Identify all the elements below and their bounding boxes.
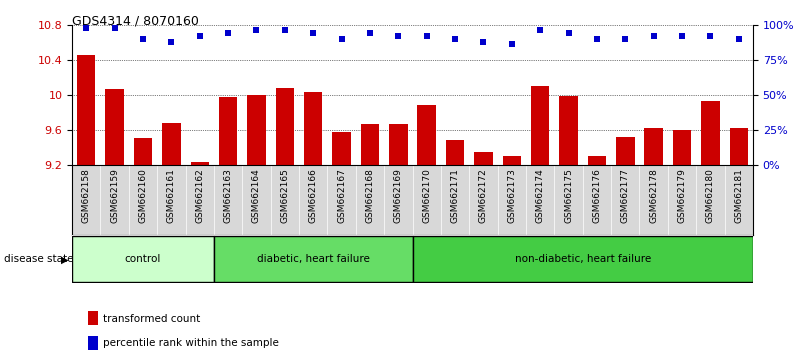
Bar <box>191 162 209 165</box>
Bar <box>413 236 753 282</box>
Text: GSM662181: GSM662181 <box>735 168 743 223</box>
Text: transformed count: transformed count <box>103 314 199 324</box>
Text: GSM662162: GSM662162 <box>195 168 204 223</box>
Text: GSM662166: GSM662166 <box>308 168 318 223</box>
Text: disease state: disease state <box>4 254 74 264</box>
Text: GSM662171: GSM662171 <box>451 168 460 223</box>
Text: GSM662180: GSM662180 <box>706 168 714 223</box>
Text: GSM662159: GSM662159 <box>111 168 119 223</box>
Bar <box>214 236 413 282</box>
Text: percentile rank within the sample: percentile rank within the sample <box>103 338 279 348</box>
Text: diabetic, heart failure: diabetic, heart failure <box>257 254 370 264</box>
Bar <box>673 130 691 165</box>
Text: GSM662178: GSM662178 <box>649 168 658 223</box>
Bar <box>701 101 719 165</box>
Bar <box>276 88 294 165</box>
Bar <box>77 55 95 165</box>
Bar <box>360 124 379 165</box>
Bar <box>730 128 748 165</box>
Bar <box>417 105 436 165</box>
Text: GSM662163: GSM662163 <box>223 168 232 223</box>
Text: GSM662167: GSM662167 <box>337 168 346 223</box>
Text: GSM662172: GSM662172 <box>479 168 488 223</box>
Bar <box>162 123 180 165</box>
Bar <box>106 88 124 165</box>
Bar <box>645 128 663 165</box>
Bar <box>304 92 323 165</box>
Text: non-diabetic, heart failure: non-diabetic, heart failure <box>514 254 651 264</box>
Bar <box>474 152 493 165</box>
Bar <box>559 96 578 165</box>
Text: GSM662165: GSM662165 <box>280 168 289 223</box>
Bar <box>389 124 408 165</box>
Bar <box>502 156 521 165</box>
Text: GSM662169: GSM662169 <box>394 168 403 223</box>
Bar <box>616 137 634 165</box>
Text: GDS4314 / 8070160: GDS4314 / 8070160 <box>72 14 199 27</box>
Bar <box>134 138 152 165</box>
Bar <box>332 132 351 165</box>
Bar <box>588 156 606 165</box>
Text: GSM662168: GSM662168 <box>365 168 374 223</box>
Text: GSM662173: GSM662173 <box>507 168 517 223</box>
Text: GSM662175: GSM662175 <box>564 168 573 223</box>
Bar <box>446 140 465 165</box>
Text: GSM662170: GSM662170 <box>422 168 431 223</box>
Text: GSM662176: GSM662176 <box>593 168 602 223</box>
Text: GSM662174: GSM662174 <box>536 168 545 223</box>
Text: GSM662179: GSM662179 <box>678 168 686 223</box>
Bar <box>248 95 266 165</box>
Bar <box>531 86 549 165</box>
Text: control: control <box>125 254 161 264</box>
Text: GSM662158: GSM662158 <box>82 168 91 223</box>
Text: GSM662161: GSM662161 <box>167 168 176 223</box>
Bar <box>72 236 214 282</box>
Text: GSM662177: GSM662177 <box>621 168 630 223</box>
Text: GSM662164: GSM662164 <box>252 168 261 223</box>
Text: ▶: ▶ <box>61 254 68 264</box>
Bar <box>219 97 237 165</box>
Text: GSM662160: GSM662160 <box>139 168 147 223</box>
